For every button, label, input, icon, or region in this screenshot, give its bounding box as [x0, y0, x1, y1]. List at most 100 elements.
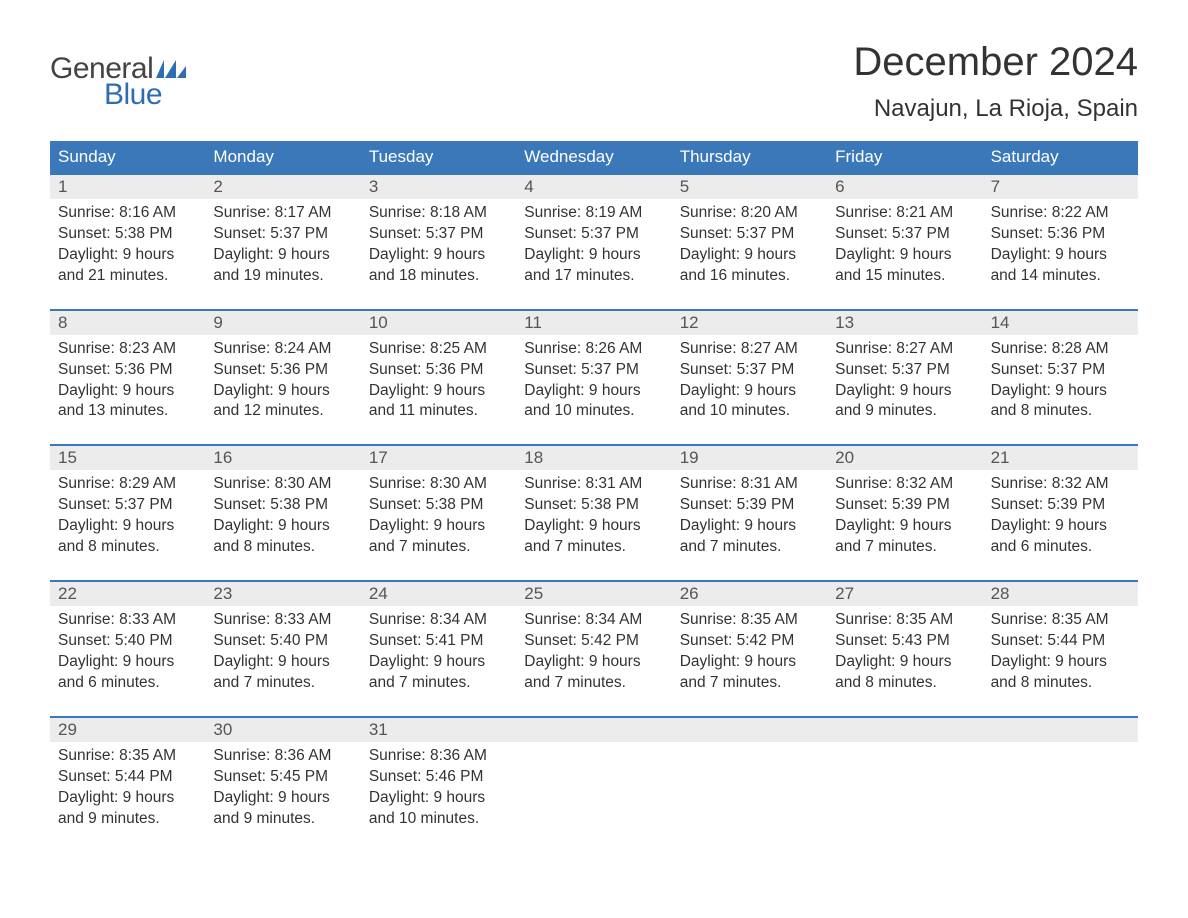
day-details: Sunrise: 8:28 AMSunset: 5:37 PMDaylight:…: [983, 335, 1138, 431]
day-details: Sunrise: 8:33 AMSunset: 5:40 PMDaylight:…: [205, 606, 360, 702]
daylight-text-1: Daylight: 9 hours: [213, 652, 352, 673]
sunset-text: Sunset: 5:37 PM: [524, 224, 663, 245]
daylight-text-1: Daylight: 9 hours: [369, 788, 508, 809]
sunset-text: Sunset: 5:36 PM: [991, 224, 1130, 245]
title-block: December 2024 Navajun, La Rioja, Spain: [853, 40, 1138, 123]
daynum-row: 293031: [50, 718, 1138, 742]
sunrise-text: Sunrise: 8:17 AM: [213, 203, 352, 224]
sunrise-text: Sunrise: 8:32 AM: [835, 474, 974, 495]
sunset-text: Sunset: 5:41 PM: [369, 631, 508, 652]
sunset-text: Sunset: 5:38 PM: [369, 495, 508, 516]
day-details: Sunrise: 8:25 AMSunset: 5:36 PMDaylight:…: [361, 335, 516, 431]
day-number: 25: [516, 582, 671, 606]
day-details: Sunrise: 8:31 AMSunset: 5:39 PMDaylight:…: [672, 470, 827, 566]
weekday-header: Tuesday: [361, 141, 516, 173]
sunset-text: Sunset: 5:36 PM: [58, 360, 197, 381]
daylight-text-1: Daylight: 9 hours: [524, 516, 663, 537]
day-details: Sunrise: 8:31 AMSunset: 5:38 PMDaylight:…: [516, 470, 671, 566]
day-number: 28: [983, 582, 1138, 606]
day-number: 2: [205, 175, 360, 199]
daylight-text-1: Daylight: 9 hours: [835, 516, 974, 537]
sunset-text: Sunset: 5:42 PM: [680, 631, 819, 652]
daylight-text-1: Daylight: 9 hours: [680, 245, 819, 266]
sunset-text: Sunset: 5:46 PM: [369, 767, 508, 788]
daylight-text-1: Daylight: 9 hours: [213, 245, 352, 266]
week-row: 15161718192021Sunrise: 8:29 AMSunset: 5:…: [50, 444, 1138, 566]
daynum-row: 891011121314: [50, 311, 1138, 335]
weekday-header: Friday: [827, 141, 982, 173]
sunset-text: Sunset: 5:37 PM: [680, 224, 819, 245]
sunset-text: Sunset: 5:39 PM: [680, 495, 819, 516]
day-details: Sunrise: 8:19 AMSunset: 5:37 PMDaylight:…: [516, 199, 671, 295]
details-row: Sunrise: 8:33 AMSunset: 5:40 PMDaylight:…: [50, 606, 1138, 702]
sunset-text: Sunset: 5:37 PM: [369, 224, 508, 245]
day-details: Sunrise: 8:36 AMSunset: 5:46 PMDaylight:…: [361, 742, 516, 838]
daylight-text-2: and 8 minutes.: [835, 673, 974, 694]
sunrise-text: Sunrise: 8:33 AM: [58, 610, 197, 631]
daylight-text-2: and 7 minutes.: [835, 537, 974, 558]
daylight-text-2: and 9 minutes.: [213, 809, 352, 830]
sunrise-text: Sunrise: 8:24 AM: [213, 339, 352, 360]
day-details: Sunrise: 8:27 AMSunset: 5:37 PMDaylight:…: [827, 335, 982, 431]
daylight-text-2: and 9 minutes.: [835, 401, 974, 422]
daylight-text-1: Daylight: 9 hours: [213, 516, 352, 537]
day-number: 21: [983, 446, 1138, 470]
sunrise-text: Sunrise: 8:31 AM: [524, 474, 663, 495]
daylight-text-1: Daylight: 9 hours: [991, 245, 1130, 266]
sunset-text: Sunset: 5:39 PM: [991, 495, 1130, 516]
day-number: [672, 718, 827, 742]
sunrise-text: Sunrise: 8:26 AM: [524, 339, 663, 360]
details-row: Sunrise: 8:29 AMSunset: 5:37 PMDaylight:…: [50, 470, 1138, 566]
calendar: Sunday Monday Tuesday Wednesday Thursday…: [50, 141, 1138, 837]
daylight-text-2: and 8 minutes.: [213, 537, 352, 558]
day-details: Sunrise: 8:30 AMSunset: 5:38 PMDaylight:…: [361, 470, 516, 566]
day-number: 7: [983, 175, 1138, 199]
daylight-text-1: Daylight: 9 hours: [680, 516, 819, 537]
location-subtitle: Navajun, La Rioja, Spain: [853, 95, 1138, 123]
sunrise-text: Sunrise: 8:27 AM: [680, 339, 819, 360]
sunrise-text: Sunrise: 8:33 AM: [213, 610, 352, 631]
daylight-text-1: Daylight: 9 hours: [835, 381, 974, 402]
daylight-text-1: Daylight: 9 hours: [58, 788, 197, 809]
day-details: Sunrise: 8:34 AMSunset: 5:41 PMDaylight:…: [361, 606, 516, 702]
sunset-text: Sunset: 5:37 PM: [58, 495, 197, 516]
day-number: 27: [827, 582, 982, 606]
daylight-text-2: and 16 minutes.: [680, 266, 819, 287]
daynum-row: 22232425262728: [50, 582, 1138, 606]
sunset-text: Sunset: 5:40 PM: [58, 631, 197, 652]
sunrise-text: Sunrise: 8:35 AM: [991, 610, 1130, 631]
sunrise-text: Sunrise: 8:36 AM: [213, 746, 352, 767]
sunrise-text: Sunrise: 8:34 AM: [369, 610, 508, 631]
sunset-text: Sunset: 5:37 PM: [680, 360, 819, 381]
sunset-text: Sunset: 5:37 PM: [991, 360, 1130, 381]
day-number: 16: [205, 446, 360, 470]
sunset-text: Sunset: 5:40 PM: [213, 631, 352, 652]
daylight-text-1: Daylight: 9 hours: [991, 516, 1130, 537]
daylight-text-1: Daylight: 9 hours: [369, 381, 508, 402]
day-details: Sunrise: 8:35 AMSunset: 5:44 PMDaylight:…: [50, 742, 205, 838]
day-number: 6: [827, 175, 982, 199]
sunset-text: Sunset: 5:36 PM: [369, 360, 508, 381]
day-number: 9: [205, 311, 360, 335]
weekday-header-row: Sunday Monday Tuesday Wednesday Thursday…: [50, 141, 1138, 173]
daylight-text-2: and 21 minutes.: [58, 266, 197, 287]
day-number: [827, 718, 982, 742]
day-number: 12: [672, 311, 827, 335]
sunset-text: Sunset: 5:37 PM: [524, 360, 663, 381]
daylight-text-2: and 14 minutes.: [991, 266, 1130, 287]
details-row: Sunrise: 8:23 AMSunset: 5:36 PMDaylight:…: [50, 335, 1138, 431]
sunset-text: Sunset: 5:37 PM: [835, 360, 974, 381]
daylight-text-1: Daylight: 9 hours: [524, 652, 663, 673]
day-details: Sunrise: 8:20 AMSunset: 5:37 PMDaylight:…: [672, 199, 827, 295]
day-number: 26: [672, 582, 827, 606]
sunrise-text: Sunrise: 8:19 AM: [524, 203, 663, 224]
sunset-text: Sunset: 5:42 PM: [524, 631, 663, 652]
daylight-text-2: and 8 minutes.: [991, 673, 1130, 694]
daylight-text-2: and 11 minutes.: [369, 401, 508, 422]
month-title: December 2024: [853, 40, 1138, 85]
day-number: 30: [205, 718, 360, 742]
day-details: Sunrise: 8:35 AMSunset: 5:44 PMDaylight:…: [983, 606, 1138, 702]
sunrise-text: Sunrise: 8:21 AM: [835, 203, 974, 224]
day-number: 19: [672, 446, 827, 470]
sunrise-text: Sunrise: 8:20 AM: [680, 203, 819, 224]
